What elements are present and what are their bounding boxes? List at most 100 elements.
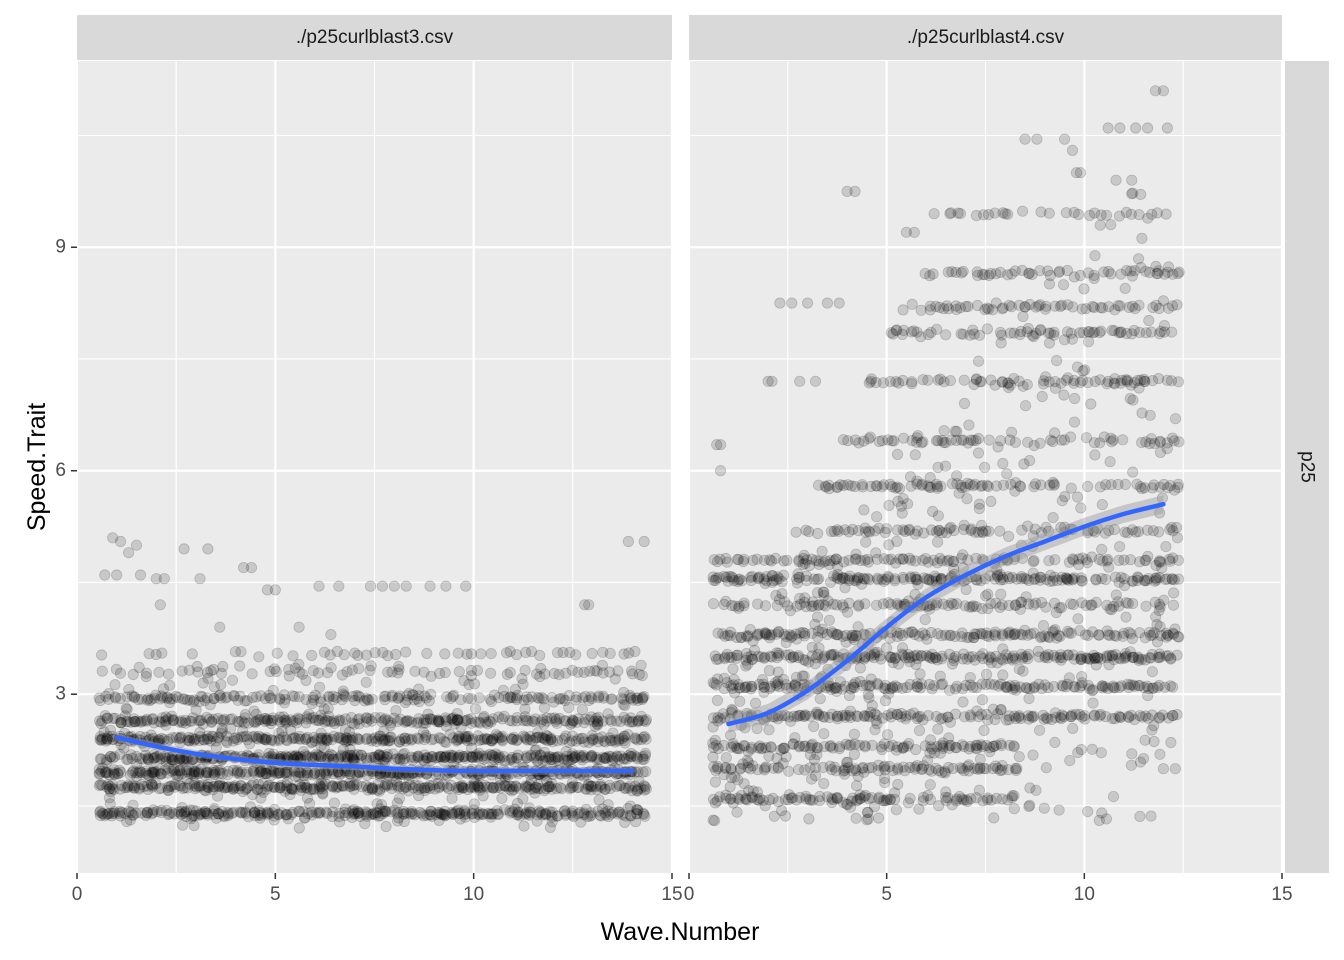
data-point xyxy=(102,808,114,820)
data-point xyxy=(885,707,898,720)
data-point xyxy=(147,804,159,816)
data-point xyxy=(465,782,477,794)
data-point xyxy=(310,807,322,819)
data-point xyxy=(563,701,575,714)
data-point xyxy=(423,695,435,707)
data-point xyxy=(1157,295,1170,307)
data-point xyxy=(813,573,825,585)
data-point xyxy=(579,783,592,795)
data-point xyxy=(450,805,463,818)
data-point xyxy=(848,728,861,740)
data-point xyxy=(968,631,980,644)
data-point xyxy=(612,806,625,818)
data-point xyxy=(315,777,328,789)
data-point xyxy=(519,808,531,820)
data-point xyxy=(347,779,359,792)
data-point xyxy=(459,806,471,818)
data-point xyxy=(972,355,985,367)
data-point xyxy=(638,535,650,548)
data-point xyxy=(229,782,241,794)
data-point xyxy=(972,432,985,445)
data-point xyxy=(893,482,906,494)
data-point xyxy=(1073,558,1085,571)
data-point xyxy=(838,768,851,780)
data-point xyxy=(1057,279,1070,291)
data-point xyxy=(285,782,297,794)
data-point xyxy=(279,785,291,797)
data-point xyxy=(421,781,433,794)
data-point xyxy=(984,746,996,758)
data-point xyxy=(468,804,480,816)
data-point xyxy=(536,692,548,704)
data-point xyxy=(1017,665,1029,677)
data-point xyxy=(1074,167,1087,179)
data-point xyxy=(314,780,326,793)
data-point xyxy=(866,739,878,751)
data-point xyxy=(777,673,790,686)
data-point xyxy=(229,780,241,792)
data-point xyxy=(344,780,356,793)
data-point xyxy=(105,785,117,798)
data-point xyxy=(485,647,497,660)
data-point xyxy=(902,627,914,639)
data-point xyxy=(446,806,458,819)
data-point xyxy=(931,323,943,335)
data-point xyxy=(247,777,259,789)
data-point xyxy=(349,808,361,820)
data-point xyxy=(1094,326,1106,339)
data-point xyxy=(538,702,551,714)
data-point xyxy=(747,635,759,647)
data-point xyxy=(949,425,961,437)
data-point xyxy=(208,803,220,815)
data-point xyxy=(1065,431,1077,443)
data-point xyxy=(1053,804,1065,816)
data-point xyxy=(308,784,320,796)
data-point xyxy=(637,714,649,727)
data-point xyxy=(156,647,168,659)
data-point xyxy=(504,807,516,819)
data-point xyxy=(602,805,614,817)
data-point xyxy=(1089,449,1101,461)
data-point xyxy=(841,606,854,618)
data-point xyxy=(521,781,533,793)
data-point xyxy=(512,806,524,818)
data-point xyxy=(373,785,385,797)
data-point xyxy=(269,781,281,793)
data-point xyxy=(331,780,343,793)
data-point xyxy=(765,741,777,753)
data-point xyxy=(958,519,970,531)
data-point xyxy=(899,765,911,777)
data-point xyxy=(140,809,152,822)
data-point xyxy=(1019,301,1031,313)
data-point xyxy=(333,580,345,592)
data-point xyxy=(957,265,969,277)
data-point xyxy=(336,669,348,681)
data-point xyxy=(366,781,378,794)
data-point xyxy=(980,668,993,681)
data-point xyxy=(870,511,883,523)
data-point xyxy=(582,780,594,792)
data-point xyxy=(102,779,114,791)
data-point xyxy=(1072,208,1085,221)
data-point xyxy=(607,727,619,739)
data-point xyxy=(914,668,926,680)
data-point xyxy=(166,806,178,819)
data-point xyxy=(1134,810,1146,823)
data-point xyxy=(1105,219,1117,231)
data-point xyxy=(1050,606,1062,619)
data-point xyxy=(844,705,857,717)
data-point xyxy=(850,812,862,824)
data-point xyxy=(421,647,433,660)
data-point xyxy=(866,699,878,712)
data-point xyxy=(400,646,412,658)
data-point xyxy=(566,807,578,819)
data-point xyxy=(852,621,864,633)
data-point xyxy=(403,774,415,786)
data-point xyxy=(975,519,988,532)
data-point xyxy=(114,805,126,817)
data-point xyxy=(932,461,944,473)
data-point xyxy=(338,780,350,792)
data-point xyxy=(445,779,457,792)
data-point xyxy=(595,810,607,822)
data-point xyxy=(219,782,231,794)
